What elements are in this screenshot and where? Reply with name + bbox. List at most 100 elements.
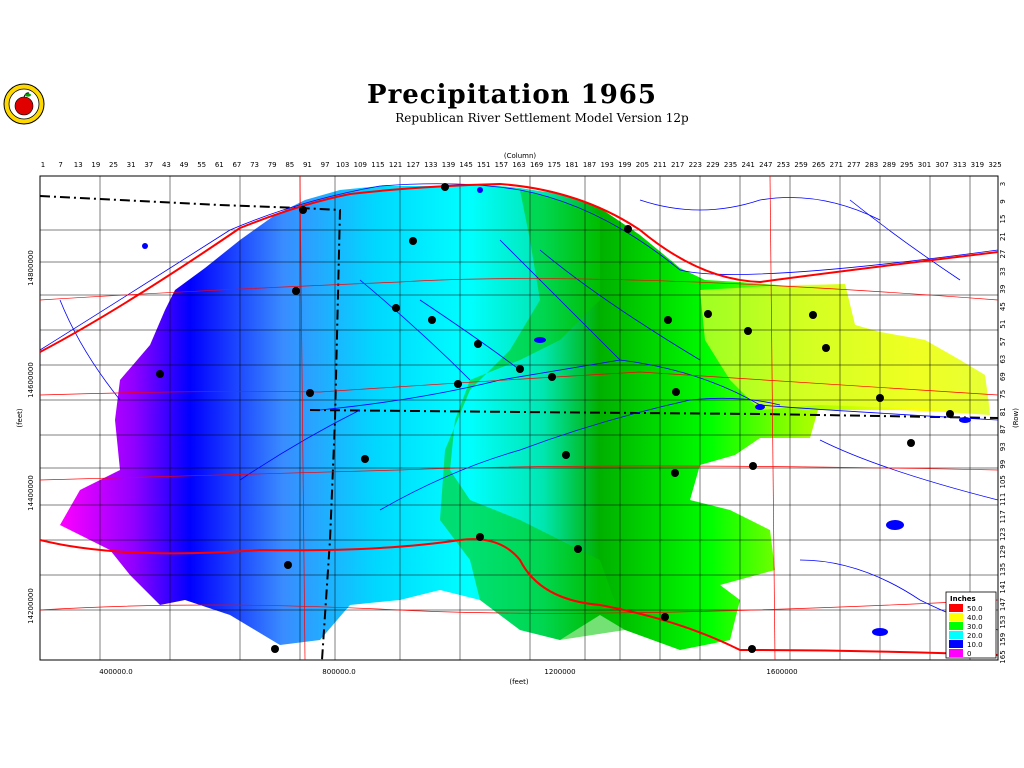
row-tick-label: 63 bbox=[999, 355, 1007, 364]
legend-swatch bbox=[949, 649, 963, 657]
column-tick-label: 91 bbox=[303, 161, 312, 169]
legend-swatch bbox=[949, 631, 963, 639]
legend-label: 30.0 bbox=[967, 623, 983, 631]
column-tick-label: 7 bbox=[58, 161, 62, 169]
column-tick-label: 301 bbox=[918, 161, 931, 169]
column-tick-label: 13 bbox=[74, 161, 83, 169]
apple-logo-icon bbox=[3, 83, 45, 125]
column-tick-label: 37 bbox=[144, 161, 153, 169]
state-boundary-kansas bbox=[309, 409, 998, 419]
row-tick-label: 129 bbox=[999, 545, 1007, 558]
row-ticks: 3915212733394551576369758187939910511111… bbox=[999, 182, 1007, 664]
column-tick-label: 109 bbox=[354, 161, 367, 169]
y-tick-label: 14400000 bbox=[27, 475, 35, 511]
column-tick-label: 103 bbox=[336, 161, 349, 169]
column-tick-label: 175 bbox=[548, 161, 561, 169]
row-tick-label: 75 bbox=[999, 390, 1007, 399]
row-tick-label: 105 bbox=[999, 475, 1007, 488]
column-tick-label: 25 bbox=[109, 161, 118, 169]
column-tick-label: 31 bbox=[127, 161, 136, 169]
column-tick-label: 193 bbox=[600, 161, 613, 169]
column-tick-label: 49 bbox=[180, 161, 189, 169]
column-tick-label: 133 bbox=[424, 161, 437, 169]
row-tick-label: 33 bbox=[999, 267, 1007, 276]
column-tick-label: 205 bbox=[636, 161, 649, 169]
column-tick-label: 139 bbox=[442, 161, 455, 169]
column-tick-label: 295 bbox=[900, 161, 913, 169]
legend: Inches 50.040.030.020.010.00 bbox=[945, 591, 997, 659]
column-tick-label: 97 bbox=[321, 161, 330, 169]
column-tick-label: 325 bbox=[988, 161, 1001, 169]
state-boundary bbox=[40, 195, 342, 660]
x-tick-label: 400000.0 bbox=[99, 668, 132, 676]
x-tick-label: 1600000 bbox=[766, 668, 797, 676]
x-tick-label: 800000.0 bbox=[322, 668, 355, 676]
legend-swatch bbox=[949, 622, 963, 630]
row-tick-label: 57 bbox=[999, 337, 1007, 346]
row-tick-label: 153 bbox=[999, 615, 1007, 628]
row-tick-label: 39 bbox=[999, 285, 1007, 294]
column-tick-label: 211 bbox=[653, 161, 666, 169]
column-tick-label: 199 bbox=[618, 161, 631, 169]
column-tick-label: 313 bbox=[953, 161, 966, 169]
legend-label: 50.0 bbox=[967, 605, 983, 613]
column-tick-label: 217 bbox=[671, 161, 684, 169]
row-tick-label: 69 bbox=[999, 372, 1007, 381]
row-tick-label: 9 bbox=[999, 199, 1007, 203]
row-tick-label: 27 bbox=[999, 250, 1007, 259]
column-tick-label: 259 bbox=[794, 161, 807, 169]
column-tick-label: 151 bbox=[477, 161, 490, 169]
column-tick-label: 55 bbox=[197, 161, 206, 169]
column-tick-label: 19 bbox=[91, 161, 100, 169]
row-tick-label: 147 bbox=[999, 598, 1007, 611]
row-tick-label: 159 bbox=[999, 633, 1007, 646]
row-tick-label: 165 bbox=[999, 650, 1007, 663]
column-tick-label: 121 bbox=[389, 161, 402, 169]
column-tick-label: 163 bbox=[512, 161, 525, 169]
column-tick-label: 169 bbox=[530, 161, 543, 169]
y-tick-label: 14800000 bbox=[27, 250, 35, 286]
column-tick-label: 157 bbox=[495, 161, 508, 169]
row-tick-label: 15 bbox=[999, 215, 1007, 224]
column-tick-label: 127 bbox=[407, 161, 420, 169]
y-tick-label: 14600000 bbox=[27, 362, 35, 398]
column-tick-label: 229 bbox=[706, 161, 719, 169]
column-tick-label: 247 bbox=[759, 161, 772, 169]
legend-title: Inches bbox=[950, 595, 976, 603]
legend-label: 40.0 bbox=[967, 614, 983, 622]
column-tick-label: 187 bbox=[583, 161, 596, 169]
legend-swatch bbox=[949, 613, 963, 621]
column-tick-label: 145 bbox=[459, 161, 472, 169]
high-precipitation-zone bbox=[700, 284, 990, 410]
row-tick-label: 117 bbox=[999, 510, 1007, 523]
row-tick-label: 135 bbox=[999, 563, 1007, 576]
column-tick-label: 67 bbox=[232, 161, 241, 169]
column-ticks: 1 7 13 19 25 31 37 43 49 55 61 67 73 79 85 91 97 103 109 11… bbox=[41, 161, 1002, 169]
column-tick-label: 289 bbox=[883, 161, 896, 169]
county-grid bbox=[40, 176, 998, 660]
page-subtitle: Republican River Settlement Model Versio… bbox=[395, 111, 689, 125]
legend-swatch bbox=[949, 604, 963, 612]
column-tick-label: 85 bbox=[285, 161, 294, 169]
legend-label: 10.0 bbox=[967, 641, 983, 649]
row-tick-label: 99 bbox=[999, 460, 1007, 469]
y-tick-label: 14200000 bbox=[27, 588, 35, 624]
column-tick-label: 115 bbox=[371, 161, 384, 169]
legend-swatch bbox=[949, 640, 963, 648]
y-axis-label: (feet) bbox=[16, 408, 24, 428]
column-tick-label: 307 bbox=[935, 161, 948, 169]
column-tick-label: 223 bbox=[689, 161, 702, 169]
mid-precipitation-zone bbox=[440, 190, 625, 640]
column-tick-label: 319 bbox=[971, 161, 984, 169]
row-tick-label: 111 bbox=[999, 493, 1007, 506]
row-tick-label: 141 bbox=[999, 580, 1007, 593]
row-axis-label: (Row) bbox=[1012, 408, 1020, 428]
column-tick-label: 79 bbox=[268, 161, 277, 169]
page-title: Precipitation 1965 bbox=[367, 80, 657, 110]
roads bbox=[40, 176, 998, 660]
x-axis-label: (feet) bbox=[509, 678, 529, 686]
column-tick-label: 271 bbox=[830, 161, 843, 169]
column-tick-label: 283 bbox=[865, 161, 878, 169]
row-tick-label: 87 bbox=[999, 425, 1007, 434]
